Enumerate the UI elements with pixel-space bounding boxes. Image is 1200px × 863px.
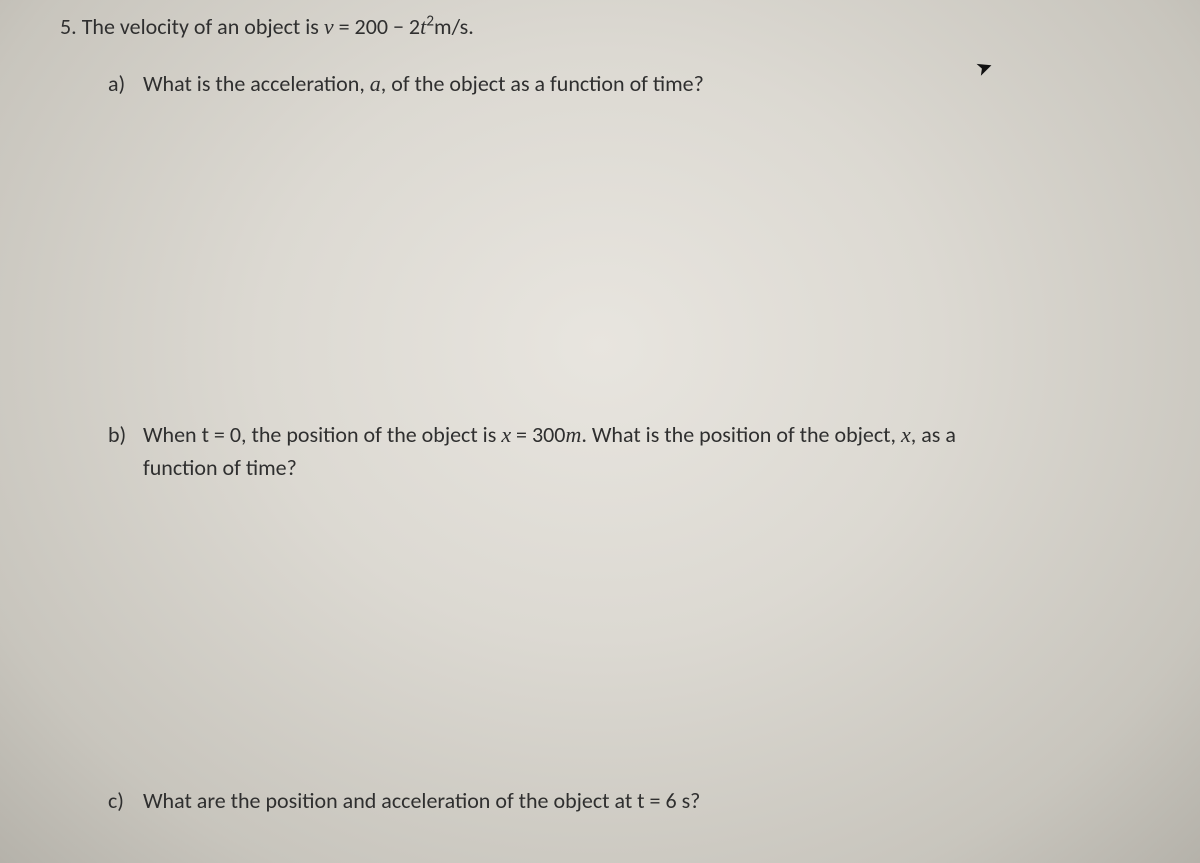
part-c: c) What are the position and acceleratio… xyxy=(108,784,1140,817)
part-a-text: What is the acceleration, a, of the obje… xyxy=(143,70,704,97)
workspace-b xyxy=(60,484,1140,784)
part-b-before: When t = 0, the position of the object i… xyxy=(143,421,501,448)
unit-m: m xyxy=(565,422,581,447)
worksheet-page: 5. The velocity of an object is v = 200 … xyxy=(0,0,1200,863)
exponent-2: 2 xyxy=(426,12,434,31)
part-a-after: , of the object as a function of time? xyxy=(381,70,704,97)
part-b-line2: function of time? xyxy=(143,451,1140,484)
part-b-text: When t = 0, the position of the object i… xyxy=(143,421,956,448)
part-b: b) When t = 0, the position of the objec… xyxy=(108,418,1140,451)
part-c-text: What are the position and acceleration o… xyxy=(143,787,700,814)
pos-var-2: x xyxy=(901,422,911,447)
part-b-mid: . What is the position of the object, xyxy=(581,421,901,448)
velocity-var: v xyxy=(324,14,334,39)
problem-number: 5. xyxy=(60,13,77,40)
pos-var: x xyxy=(501,422,511,447)
part-a-before: What is the acceleration, xyxy=(143,70,370,97)
part-b-after: , as a xyxy=(911,421,956,448)
problem-stem: 5. The velocity of an object is v = 200 … xyxy=(60,10,1140,43)
stem-units: m/s. xyxy=(434,13,474,40)
part-b-eq: = 300 xyxy=(511,421,565,448)
part-c-label: c) xyxy=(108,784,138,817)
accel-var: a xyxy=(370,71,381,96)
stem-prefix: The velocity of an object is xyxy=(82,13,324,40)
part-a-label: a) xyxy=(108,67,138,100)
stem-eq: = 200 − 2 xyxy=(334,13,420,40)
part-b-label: b) xyxy=(108,418,138,451)
workspace-a xyxy=(60,100,1140,418)
